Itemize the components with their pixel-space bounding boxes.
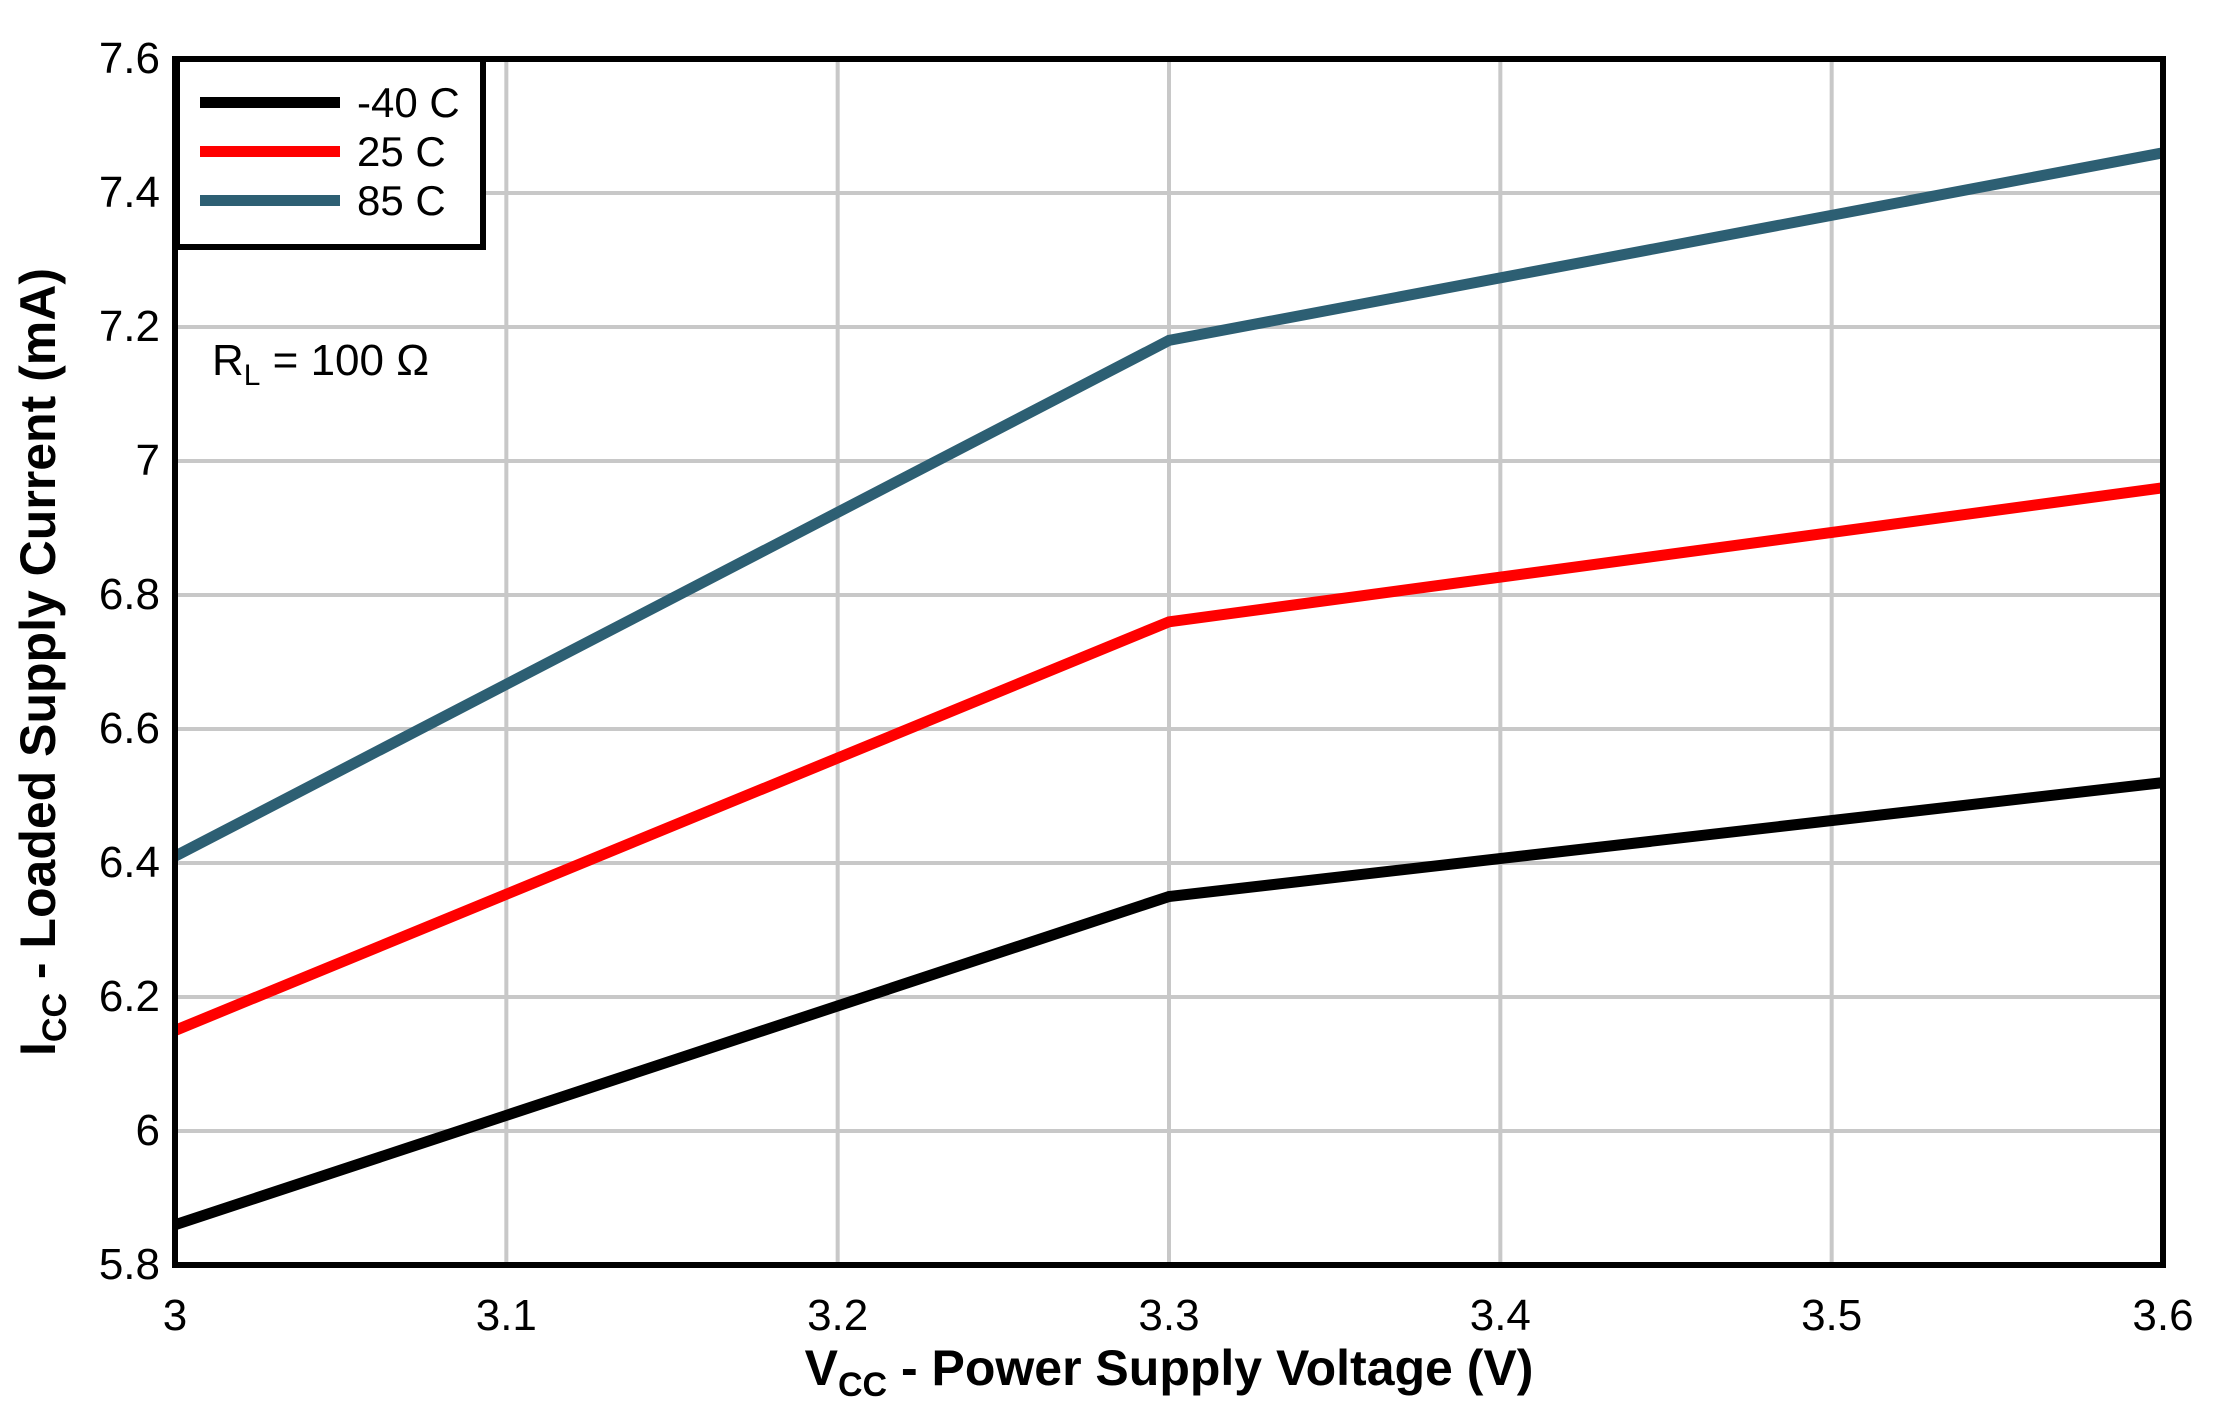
legend-label-85c: 85 C xyxy=(357,177,446,224)
y-tick-label: 6.4 xyxy=(98,838,160,887)
annotation-symbol: R xyxy=(212,336,244,385)
y-tick-label: 6.6 xyxy=(98,704,160,753)
legend-item-85c: 85 C xyxy=(200,176,480,225)
legend-swatch-85c xyxy=(200,195,340,206)
series-line-minus-40c xyxy=(173,777,2164,1231)
x-tick-label: 3.5 xyxy=(1801,1291,1863,1340)
legend-item-25c: 25 C xyxy=(200,127,480,176)
x-tick-label: 3.6 xyxy=(2132,1291,2194,1340)
x-tick-label: 3.4 xyxy=(1469,1291,1531,1340)
y-tick-label: 6.2 xyxy=(98,972,160,1021)
y-axis-title-symbol: I xyxy=(10,1042,66,1057)
x-tick-label: 3.2 xyxy=(807,1291,869,1340)
legend-label-minus-40c: -40 C xyxy=(357,79,460,126)
x-axis-title-subscript: CC xyxy=(837,1366,888,1404)
x-axis-title-symbol: V xyxy=(804,1340,838,1396)
annotation-text: = 100 Ω xyxy=(260,336,430,385)
y-tick-label: 5.8 xyxy=(98,1240,160,1289)
series-line-85c xyxy=(172,147,2165,862)
y-tick-label: 7 xyxy=(135,436,160,485)
x-axis-title-text: - Power Supply Voltage (V) xyxy=(887,1340,1534,1396)
legend-label-25c: 25 C xyxy=(357,128,446,175)
legend-swatch-25c xyxy=(200,146,340,157)
x-tick-label: 3.1 xyxy=(475,1291,537,1340)
y-tick-label: 7.4 xyxy=(98,168,160,217)
x-tick-label: 3 xyxy=(162,1291,188,1340)
legend-item-minus-40c: -40 C xyxy=(200,78,480,127)
legend: -40 C 25 C 85 C xyxy=(174,56,486,250)
y-tick-label: 7.2 xyxy=(98,302,160,351)
y-tick-label: 6 xyxy=(135,1106,160,1155)
y-tick-label: 6.8 xyxy=(98,570,160,619)
x-axis-title: VCC - Power Supply Voltage (V) xyxy=(519,1338,1819,1402)
y-tick-label: 7.6 xyxy=(98,34,160,83)
plot-border xyxy=(172,56,2166,1268)
x-tick-label: 3.3 xyxy=(1138,1291,1200,1340)
load-resistance-annotation: RL = 100 Ω xyxy=(212,336,430,390)
series-line-25c xyxy=(172,482,2164,1036)
annotation-subscript: L xyxy=(243,358,261,392)
legend-swatch-minus-40c xyxy=(200,97,340,108)
